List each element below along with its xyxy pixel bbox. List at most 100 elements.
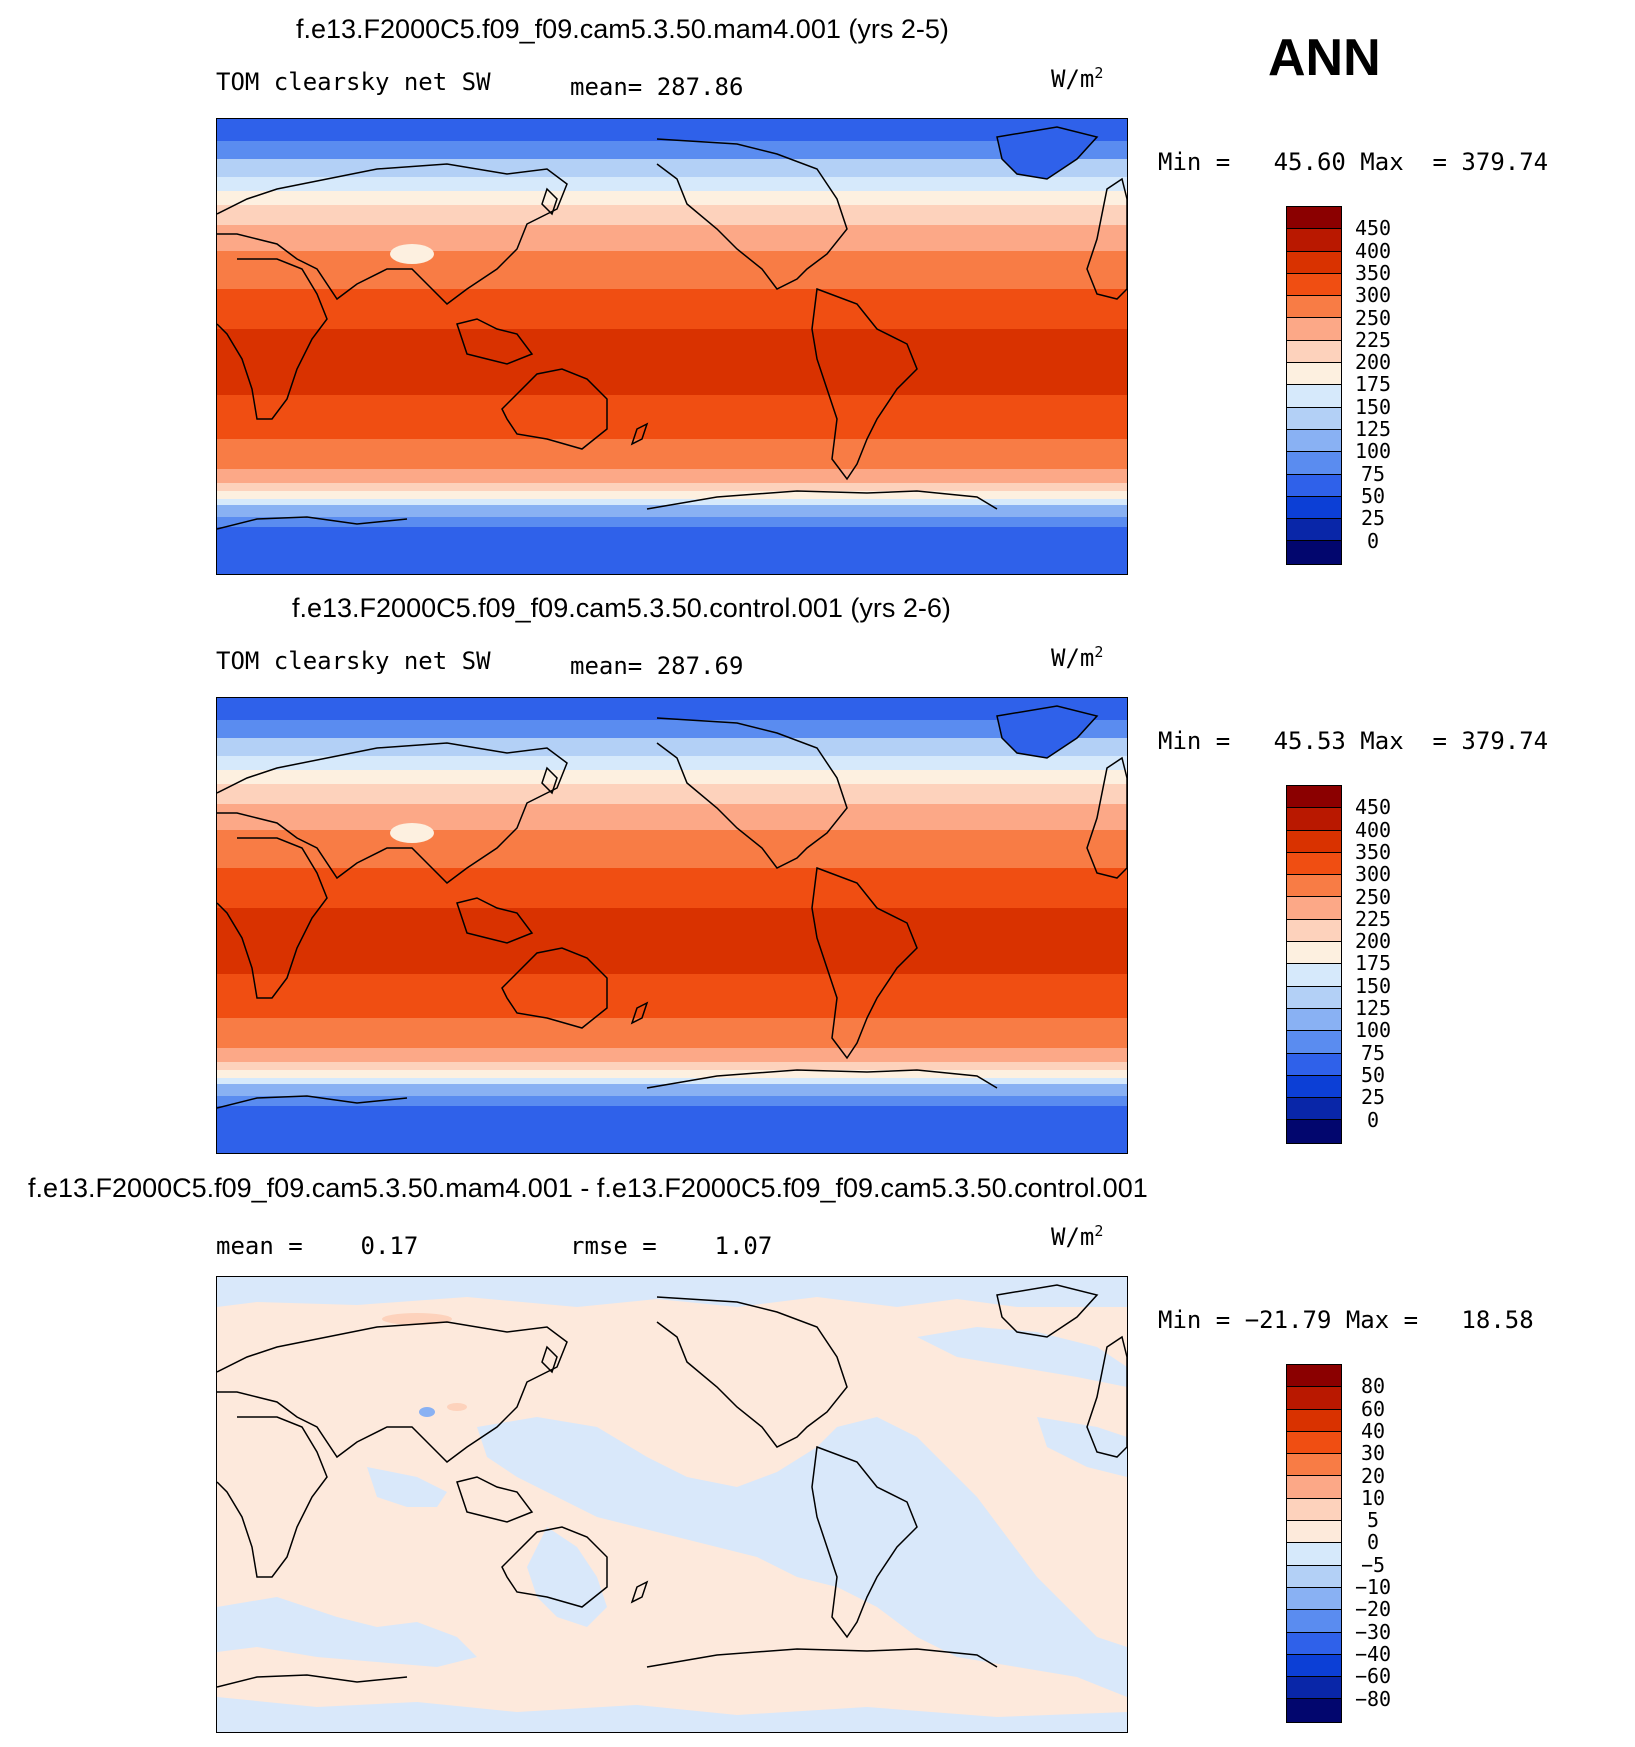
subarctic-band-1	[217, 141, 1127, 159]
colorbar-swatch	[1287, 830, 1341, 853]
colorbar-level-label: 125	[1354, 996, 1392, 1020]
greenland-region	[996, 126, 1099, 180]
colorbar-swatch	[1287, 1476, 1341, 1499]
colorbar-level-label: 350	[1354, 839, 1392, 864]
southern-ocean-band-2	[217, 505, 1127, 517]
colorbar-level-label: 450	[1354, 795, 1392, 820]
greenland-region	[996, 705, 1099, 759]
colorbar-level-label: −20	[1354, 1597, 1392, 1622]
antarctic-band	[217, 527, 1127, 574]
colorbar-level-label: 75	[1360, 1040, 1386, 1065]
colorbar-swatch	[1287, 1587, 1341, 1611]
colorbar-level-label: 100	[1354, 1018, 1392, 1043]
colorbar-level-label: 50	[1360, 1062, 1386, 1087]
panel2-title: f.e13.F2000C5.f09_f09.cam5.3.50.control.…	[292, 593, 951, 623]
tibet-region	[390, 244, 434, 264]
panel3-units: W/m2	[1051, 1222, 1103, 1251]
colorbar-swatch	[1287, 318, 1341, 341]
panel1-map	[216, 118, 1128, 575]
panel1-map-svg	[217, 119, 1127, 574]
colorbar-level-label: 350	[1354, 260, 1392, 285]
units-text: W/m	[1051, 65, 1095, 93]
sh-tropic-band	[217, 974, 1127, 1018]
colorbar-swatch	[1287, 1387, 1341, 1410]
panel1-title: f.e13.F2000C5.f09_f09.cam5.3.50.mam4.001…	[296, 14, 949, 44]
colorbar-level-label: 200	[1354, 929, 1392, 954]
colorbar-swatch	[1287, 1498, 1341, 1522]
sh-midlat-band-3	[217, 491, 1127, 499]
subarctic-band-1	[217, 720, 1127, 738]
colorbar-swatch	[1287, 496, 1341, 520]
colorbar-level-label: 0	[1366, 1530, 1380, 1555]
panel1-minmax-label: Min = 45.60 Max = 379.74	[1158, 148, 1549, 176]
colorbar-swatch	[1287, 385, 1341, 408]
colorbar-level-label: 0	[1366, 1107, 1380, 1132]
nh-tropic-band	[217, 289, 1127, 329]
colorbar-swatch	[1287, 207, 1341, 230]
colorbar-swatch	[1287, 942, 1341, 965]
colorbar-level-label: 400	[1354, 817, 1392, 842]
panel1-variable-label: TOM clearsky net SW	[216, 68, 491, 96]
colorbar-swatch	[1287, 1521, 1341, 1544]
colorbar-level-label: 125	[1354, 417, 1392, 441]
colorbar-swatch	[1287, 1632, 1341, 1655]
colorbar-swatch	[1287, 1565, 1341, 1588]
colorbar-swatch	[1287, 1098, 1341, 1121]
colorbar-level-label: 225	[1354, 327, 1392, 352]
colorbar-level-label: 450	[1354, 216, 1392, 241]
colorbar-swatch	[1287, 1031, 1341, 1054]
colorbar-level-label: 225	[1354, 906, 1392, 931]
panel3-title: f.e13.F2000C5.f09_f09.cam5.3.50.mam4.001…	[28, 1173, 1148, 1203]
colorbar-swatch	[1287, 786, 1341, 809]
panel2-units: W/m2	[1051, 643, 1103, 672]
nh-tropic-band	[217, 868, 1127, 908]
colorbar-swatch	[1287, 340, 1341, 364]
colorbar-level-label: 60	[1360, 1396, 1386, 1421]
colorbar-swatch	[1287, 1454, 1341, 1477]
colorbar-swatch	[1287, 273, 1341, 297]
colorbar-swatch	[1287, 1409, 1341, 1432]
colorbar-level-label: 175	[1354, 951, 1392, 976]
colorbar-level-label: 80	[1360, 1374, 1386, 1399]
continent-outlines	[217, 717, 1127, 1109]
colorbar-swatch	[1287, 1654, 1341, 1678]
colorbar-level-label: 10	[1360, 1485, 1386, 1510]
nh-midlat-band-2	[217, 205, 1127, 225]
colorbar-swatch	[1287, 986, 1341, 1009]
colorbar-swatch	[1287, 1431, 1341, 1455]
arctic-band	[217, 698, 1127, 720]
colorbar-swatch	[1287, 363, 1341, 386]
continent-outlines	[217, 138, 1127, 530]
sh-subtropic-band	[217, 439, 1127, 469]
panel1-mean-label: mean= 287.86	[570, 73, 744, 101]
nh-midlat-band-2	[217, 784, 1127, 804]
colorbar-level-label: 0	[1366, 528, 1380, 553]
colorbar-level-label: 150	[1354, 973, 1392, 998]
panel1-colorbar	[1286, 206, 1342, 565]
colorbar-level-label: 400	[1354, 238, 1392, 263]
colorbar-level-label: 40	[1360, 1418, 1386, 1443]
southern-ocean-band-3	[217, 517, 1127, 527]
sh-subtropic-band	[217, 1018, 1127, 1048]
sh-midlat-band-1	[217, 1048, 1127, 1062]
tibet-region	[390, 823, 434, 843]
arctic-band	[217, 119, 1127, 141]
colorbar-level-label: −10	[1354, 1575, 1392, 1599]
colorbar-swatch	[1287, 1677, 1341, 1700]
panel2-map-svg	[217, 698, 1127, 1153]
southern-ocean-band-3	[217, 1096, 1127, 1106]
units-text: W/m	[1051, 644, 1095, 672]
colorbar-swatch	[1287, 897, 1341, 920]
colorbar-swatch	[1287, 474, 1341, 497]
colorbar-swatch	[1287, 1120, 1341, 1143]
colorbar-level-label: 250	[1354, 884, 1392, 909]
colorbar-level-label: 75	[1360, 461, 1386, 486]
colorbar-level-label: 50	[1360, 483, 1386, 508]
panel1-units: W/m2	[1051, 64, 1103, 93]
colorbar-level-label: 25	[1360, 1085, 1386, 1110]
units-text: W/m	[1051, 1223, 1095, 1251]
colorbar-level-label: −80	[1354, 1686, 1392, 1711]
panel3-colorbar	[1286, 1364, 1342, 1723]
sh-midlat-band-1	[217, 469, 1127, 483]
panel3-mean-label: mean = 0.17	[216, 1232, 419, 1260]
